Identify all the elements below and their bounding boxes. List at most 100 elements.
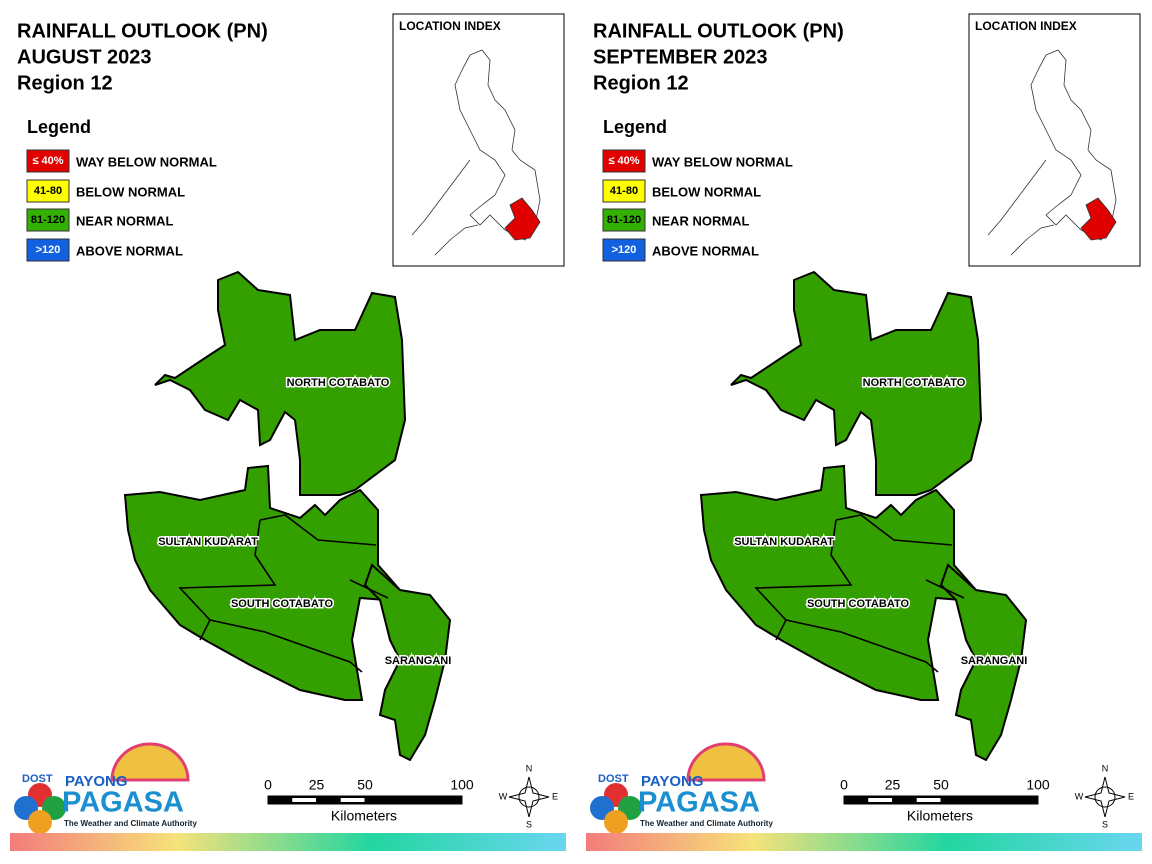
legend-swatch	[602, 149, 646, 173]
legend-title: Legend	[603, 117, 667, 137]
compass-ring	[518, 786, 540, 808]
compass-ring	[1094, 786, 1116, 808]
province-boundary	[259, 514, 377, 546]
scale-tick-label: 100	[450, 777, 474, 793]
scale-tick-label: 25	[309, 777, 325, 793]
legend-label: WAY BELOW NORMAL	[76, 154, 217, 169]
scale-tick-label: 50	[357, 777, 373, 793]
logo-tagline: The Weather and Climate Authority	[64, 819, 197, 828]
legend-label: ABOVE NORMAL	[76, 243, 183, 258]
province-shape	[154, 270, 407, 496]
compass-label: S	[1102, 819, 1108, 829]
logo-line1: PAYONG	[65, 773, 128, 790]
legend-label: WAY BELOW NORMAL	[652, 154, 793, 169]
province-boundary	[925, 579, 965, 599]
logo-dot	[604, 810, 628, 834]
legend-label: ABOVE NORMAL	[652, 243, 759, 258]
province-label: SOUTH COTABATO	[231, 598, 333, 610]
province-shape	[730, 270, 983, 496]
scale-segment	[340, 798, 365, 802]
scale-unit: Kilometers	[907, 808, 973, 824]
legend-swatch	[26, 149, 70, 173]
legend-swatch	[26, 208, 70, 232]
province-boundary	[349, 579, 389, 599]
inset-region	[1080, 197, 1117, 241]
legend-code: >120	[36, 244, 61, 256]
compass-label: E	[552, 791, 558, 801]
color-band	[586, 833, 1142, 851]
legend-label: NEAR NORMAL	[652, 213, 750, 228]
scale-tick-label: 0	[264, 777, 272, 793]
province-shape	[939, 563, 1028, 762]
legend-label: BELOW NORMAL	[652, 184, 761, 199]
inset-region	[504, 197, 541, 241]
legend-swatch	[602, 238, 646, 262]
logo-line1: PAYONG	[641, 773, 704, 790]
compass-label: E	[1128, 791, 1134, 801]
inset-island	[987, 159, 1047, 236]
legend-swatch	[26, 238, 70, 262]
province-boundary	[199, 619, 211, 641]
map-title: Region 12	[17, 72, 113, 94]
legend-swatch	[602, 179, 646, 203]
legend-code: 81-120	[31, 214, 65, 226]
province-label: SULTAN KUDARAT	[734, 536, 834, 548]
scale-segment	[364, 795, 463, 805]
legend-swatch	[602, 208, 646, 232]
province-shape	[363, 563, 452, 762]
logo-tagline: The Weather and Climate Authority	[640, 819, 773, 828]
province-label: SARANGANI	[961, 655, 1028, 667]
inset-island	[1010, 224, 1055, 256]
scale-segment	[940, 795, 1039, 805]
compass-label: W	[1075, 791, 1084, 801]
legend-code: >120	[612, 244, 637, 256]
logo-umbrella	[686, 742, 766, 782]
logo-org: DOST	[22, 773, 53, 785]
scale-tick-label: 100	[1026, 777, 1050, 793]
logo-umbrella	[110, 742, 190, 782]
map-title: Region 12	[593, 72, 689, 94]
scale-unit: Kilometers	[331, 808, 397, 824]
compass-rose	[1084, 776, 1126, 818]
inset-title: LOCATION INDEX	[399, 19, 501, 33]
scale-tick-label: 25	[885, 777, 901, 793]
compass-label: N	[1102, 763, 1109, 773]
province-label: NORTH COTABATO	[287, 377, 390, 389]
map-title: RAINFALL OUTLOOK (PN)	[17, 20, 268, 42]
province-boundary	[754, 519, 939, 673]
legend-label: NEAR NORMAL	[76, 213, 174, 228]
province-boundary	[178, 519, 363, 673]
color-band	[10, 833, 566, 851]
inset-island	[434, 224, 479, 256]
province-shape	[699, 464, 978, 701]
legend-label: BELOW NORMAL	[76, 184, 185, 199]
compass-label: W	[499, 791, 508, 801]
logo-line2: PAGASA	[638, 787, 760, 819]
logo-line2: PAGASA	[62, 787, 184, 819]
inset-land	[1030, 49, 1117, 241]
logo-dot	[28, 810, 52, 834]
province-label: SULTAN KUDARAT	[158, 536, 258, 548]
province-boundary	[775, 619, 787, 641]
compass-rose	[508, 776, 550, 818]
legend-swatch	[26, 179, 70, 203]
map-title: AUGUST 2023	[17, 46, 152, 68]
legend-code: 81-120	[607, 214, 641, 226]
inset-title: LOCATION INDEX	[975, 19, 1077, 33]
province-shape	[123, 464, 402, 701]
map-title: RAINFALL OUTLOOK (PN)	[593, 20, 844, 42]
map-title: SEPTEMBER 2023	[593, 46, 768, 68]
legend-title: Legend	[27, 117, 91, 137]
compass-label: S	[526, 819, 532, 829]
compass-label: N	[526, 763, 533, 773]
logo-org: DOST	[598, 773, 629, 785]
legend-code: ≤ 40%	[32, 155, 63, 167]
province-label: SOUTH COTABATO	[807, 598, 909, 610]
legend-code: 41-80	[34, 185, 62, 197]
province-label: NORTH COTABATO	[863, 377, 966, 389]
panel: RAINFALL OUTLOOK (PN) SEPTEMBER 2023 Regio…	[586, 13, 1142, 851]
scale-segment	[868, 798, 893, 802]
scale-segment	[292, 798, 317, 802]
scale-segment	[916, 798, 941, 802]
